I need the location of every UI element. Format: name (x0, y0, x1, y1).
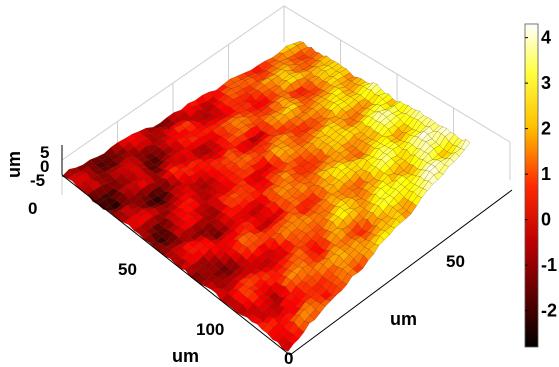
z-tick-minus5: -5 (30, 171, 45, 190)
surface-facet (395, 214, 407, 224)
x-tick-50: 50 (118, 260, 137, 279)
z-tick-5: 5 (40, 143, 49, 162)
surface-mesh (61, 41, 471, 352)
surface-facet (422, 180, 433, 191)
x-axis-label: um (172, 346, 199, 366)
y-tick-0: 0 (284, 349, 293, 367)
surface-facet (282, 340, 294, 352)
x-tick-100: 100 (196, 320, 224, 339)
axis-lines (61, 145, 513, 356)
surface-facet (428, 174, 439, 185)
surface-facet (449, 152, 460, 163)
colorbar-tick-label: -1 (541, 255, 557, 275)
colorbar-ticks: -2 -1 0 1 2 3 4 (525, 28, 557, 321)
surface-facet (455, 148, 465, 157)
x-axis-line (61, 174, 291, 356)
x-tick-0: 0 (28, 199, 37, 218)
y-axis-label: um (390, 309, 417, 329)
colorbar-tick-label: 3 (541, 73, 551, 93)
surface-facet (352, 263, 364, 274)
colorbar-tick-label: 2 (541, 119, 551, 139)
surface-facet (411, 195, 423, 207)
y-axis-line (289, 189, 513, 356)
colorbar-tick-label: 0 (541, 210, 551, 230)
z-tick-0: 0 (40, 157, 49, 176)
colorbar (524, 23, 539, 348)
surface-facet (401, 210, 412, 220)
surface-facet (358, 255, 369, 269)
colorbar-tick-label: 1 (541, 164, 551, 184)
colorbar-tick-label: -2 (541, 301, 557, 321)
y-tick-50: 50 (446, 252, 465, 271)
surface-facet (309, 309, 321, 321)
surface-facet (417, 188, 428, 198)
z-axis-label: um (4, 151, 24, 178)
colorbar-tick-label: 4 (541, 28, 551, 48)
surface-facet (314, 303, 326, 314)
